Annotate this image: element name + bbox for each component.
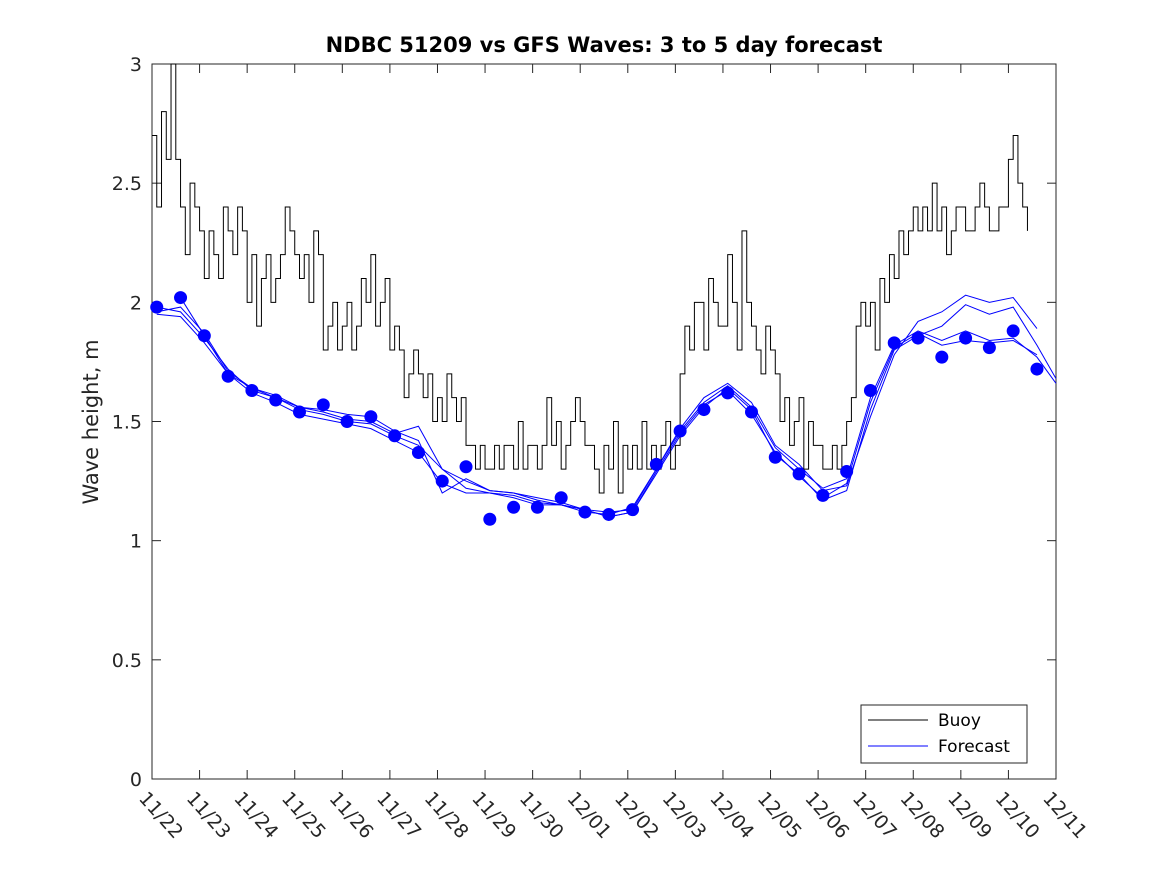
y-axis-label: Wave height, m xyxy=(79,339,103,504)
forecast-marker xyxy=(174,291,188,305)
legend-buoy-label: Buoy xyxy=(938,711,981,731)
forecast-marker xyxy=(483,512,497,526)
chart-title: NDBC 51209 vs GFS Waves: 3 to 5 day fore… xyxy=(326,33,883,57)
axis-ticks xyxy=(151,63,1057,780)
x-tick-label: 12/09 xyxy=(943,788,996,843)
x-tick-label: 11/30 xyxy=(515,788,568,843)
forecast-marker xyxy=(316,398,330,412)
forecast-marker xyxy=(911,331,925,345)
plot-area xyxy=(151,63,1057,780)
forecast-marker xyxy=(792,467,806,481)
x-tick-label: 12/10 xyxy=(991,788,1044,843)
forecast-marker xyxy=(1030,362,1044,376)
forecast-marker xyxy=(863,384,877,398)
forecast-marker xyxy=(578,505,592,519)
y-tick-label: 1.5 xyxy=(112,412,142,434)
forecast-marker xyxy=(744,405,758,419)
forecast-marker xyxy=(649,457,663,471)
forecast-marker xyxy=(982,341,996,355)
forecast-marker xyxy=(887,336,901,350)
forecast-marker xyxy=(245,384,259,398)
legend-box xyxy=(860,704,1028,764)
x-tick-label: 11/22 xyxy=(134,788,187,843)
x-tick-label: 12/02 xyxy=(610,788,663,843)
x-tick-label: 12/01 xyxy=(562,788,615,843)
y-tick-label: 1 xyxy=(130,531,142,553)
legend-forecast-label: Forecast xyxy=(938,737,1010,757)
forecast-marker xyxy=(959,331,973,345)
x-tick-label: 11/23 xyxy=(182,788,235,843)
forecast-marker xyxy=(507,500,521,514)
forecast-marker xyxy=(721,386,735,400)
x-tick-label: 11/25 xyxy=(277,788,330,843)
forecast-marker xyxy=(292,405,306,419)
x-tick-label: 11/26 xyxy=(325,788,378,843)
forecast-marker xyxy=(340,415,354,428)
forecast-marker xyxy=(554,491,568,505)
legend: Buoy Forecast xyxy=(860,704,1028,764)
forecast-marker xyxy=(411,445,425,459)
x-tick-label: 12/11 xyxy=(1038,788,1091,843)
x-tick-label: 12/04 xyxy=(705,788,758,843)
x-tick-label: 11/24 xyxy=(229,788,282,843)
x-tick-label: 11/29 xyxy=(467,788,520,843)
forecast-marker xyxy=(435,474,449,488)
forecast-marker xyxy=(388,429,402,443)
y-tick-label: 2.5 xyxy=(112,173,142,195)
x-tick-label: 11/28 xyxy=(420,788,473,843)
y-tick-label: 2 xyxy=(130,292,142,314)
forecast-marker xyxy=(602,507,616,521)
x-tick-label: 11/27 xyxy=(372,788,425,843)
forecast-marker xyxy=(697,403,711,417)
forecast-marker xyxy=(626,503,640,517)
x-tick-label: 12/08 xyxy=(896,788,949,843)
y-tick-label: 3 xyxy=(130,54,142,76)
x-tick-labels: 11/2211/2311/2411/2511/2611/2711/2811/29… xyxy=(134,788,1091,843)
forecast-marker xyxy=(530,500,544,514)
forecast-marker xyxy=(1006,324,1020,338)
x-tick-label: 12/06 xyxy=(800,788,853,843)
y-tick-labels: 0 0.5 1 1.5 2 2.5 3 xyxy=(112,54,142,791)
forecast-marker xyxy=(840,465,854,479)
buoy-line xyxy=(152,63,1028,494)
forecast-marker xyxy=(459,460,473,474)
forecast-marker xyxy=(221,369,235,383)
forecast-marker xyxy=(673,424,687,438)
y-tick-label: 0 xyxy=(130,769,142,791)
x-tick-label: 12/03 xyxy=(658,788,711,843)
forecast-marker xyxy=(150,300,164,314)
x-tick-label: 12/05 xyxy=(753,788,806,843)
x-tick-label: 12/07 xyxy=(848,788,901,843)
forecast-marker xyxy=(935,350,949,364)
forecast-marker xyxy=(816,488,830,502)
plot-frame xyxy=(151,63,1057,780)
forecast-marker xyxy=(269,393,283,407)
forecast-marker xyxy=(364,410,378,424)
y-tick-label: 0.5 xyxy=(112,650,142,672)
forecast-marker xyxy=(197,329,211,343)
forecast-marker xyxy=(768,450,782,464)
forecast-markers xyxy=(150,291,1044,526)
